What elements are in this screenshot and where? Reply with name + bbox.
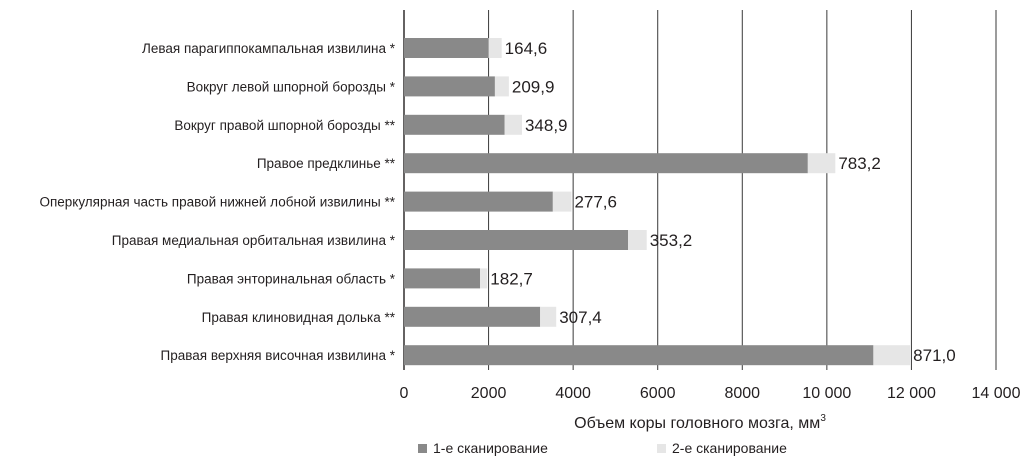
legend: 1-е сканирование 2-е сканирование — [418, 440, 787, 456]
category-label: Левая парагиппокампальная извилина * — [142, 41, 396, 56]
category-label: Правая медиальная орбитальная извилина * — [112, 233, 396, 248]
legend-label: 2-е сканирование — [672, 440, 787, 456]
bar-scan-2 — [494, 76, 509, 97]
data-label: 164,6 — [505, 39, 548, 58]
data-label: 783,2 — [838, 154, 881, 173]
x-tick-label: 12 000 — [887, 385, 936, 402]
bar-group: 164,6 209,9 348,9 783,2 277,6 353,2 182,7 307,4… — [404, 38, 956, 366]
bar-scan-1 — [404, 230, 629, 250]
x-tick-label: 2000 — [471, 385, 507, 402]
bar-scan-1 — [404, 306, 541, 327]
x-axis-title: Объем коры головного мозга, мм3 — [574, 413, 826, 432]
data-label: 209,9 — [512, 77, 555, 96]
bar-scan-2 — [488, 38, 502, 58]
bar-scan-1 — [404, 76, 495, 97]
data-label: 182,7 — [490, 269, 533, 288]
bar-scan-1 — [404, 114, 505, 135]
bar-scan-1 — [404, 153, 808, 174]
bar-scan-2 — [504, 114, 522, 135]
category-label: Вокруг левой шпорной борозды * — [187, 79, 396, 94]
bar-scan-2 — [552, 191, 572, 212]
bar-scan-2 — [807, 153, 836, 174]
category-labels: Левая парагиппокампальная извилина * Вокр… — [39, 41, 395, 363]
category-label: Правая верхняя височная извилина * — [161, 348, 396, 363]
bar-scan-1 — [404, 268, 481, 289]
bar-scan-2 — [480, 268, 488, 289]
bar-scan-2 — [540, 306, 557, 327]
category-label: Правое предклинье ** — [257, 156, 396, 171]
data-label: 277,6 — [574, 193, 617, 212]
bar-scan-1 — [404, 191, 553, 212]
legend-label: 1-е сканирование — [433, 440, 548, 456]
bar-scan-1 — [404, 38, 489, 58]
data-label: 871,0 — [913, 346, 956, 365]
bar-scan-2 — [628, 230, 647, 250]
data-label: 307,4 — [559, 308, 602, 327]
legend-swatch — [657, 444, 666, 453]
category-label: Правая клиновидная долька ** — [202, 310, 396, 325]
x-tick-label: 14 000 — [972, 385, 1021, 402]
legend-swatch — [418, 444, 427, 453]
x-tick-label: 8000 — [724, 385, 760, 402]
bar-scan-1 — [404, 345, 874, 366]
x-tick-label: 4000 — [555, 385, 591, 402]
x-tick-label: 6000 — [640, 385, 676, 402]
data-label: 353,2 — [650, 231, 693, 250]
bar-scan-2 — [873, 345, 911, 366]
x-tick-label: 10 000 — [802, 385, 851, 402]
data-label: 348,9 — [525, 116, 568, 135]
category-label: Правая энторинальная область * — [187, 271, 396, 286]
x-tick-labels: 0 2000 4000 6000 8000 10 000 12 000 14 000 — [400, 385, 1021, 402]
category-label: Оперкулярная часть правой нижней лобной … — [39, 195, 395, 210]
x-tick-label: 0 — [400, 385, 409, 402]
category-label: Вокруг правой шпорной борозды ** — [174, 118, 395, 133]
